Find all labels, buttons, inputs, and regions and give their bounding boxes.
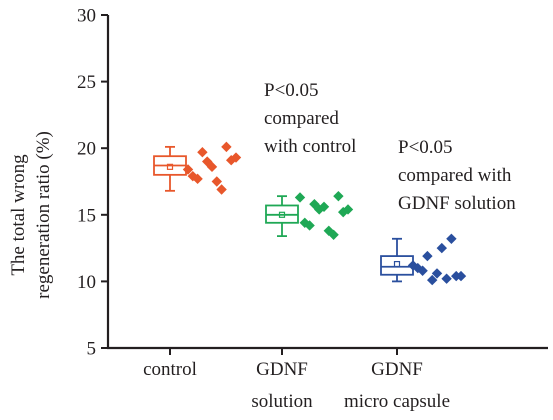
y-axis-label-line: regeneration ratio (%) <box>33 131 54 299</box>
data-point <box>436 242 447 254</box>
data-point <box>455 270 467 282</box>
data-point <box>182 164 194 175</box>
y-axis-label: The total wrong regeneration ratio (%) <box>8 131 54 299</box>
y-tick-label: 25 <box>77 72 96 93</box>
data-point <box>323 225 334 236</box>
data-point <box>230 152 242 163</box>
data-point <box>304 220 315 231</box>
x-category-label: GDNF micro capsule <box>344 359 450 412</box>
significance-annotation: P<0.05 compared with GDNF solution <box>398 137 516 214</box>
data-point <box>197 146 208 158</box>
box-mean-marker <box>166 163 174 170</box>
data-point <box>211 176 222 187</box>
x-category-label-line: control <box>143 359 197 380</box>
y-tick-label: 15 <box>77 205 96 226</box>
y-tick-label: 20 <box>77 139 96 160</box>
x-category-label-line: solution <box>251 391 313 412</box>
box-mean-marker <box>393 260 401 268</box>
y-tick-label: 5 <box>87 339 97 360</box>
significance-annotation-line: compared <box>264 108 339 129</box>
data-point <box>328 229 339 240</box>
y-tick-label: 30 <box>77 6 96 27</box>
x-category-label-line: micro capsule <box>344 391 450 412</box>
data-point <box>206 161 218 173</box>
x-category-label: GDNF solution <box>251 359 313 412</box>
chart-labels: The total wrong regeneration ratio (%) con… <box>8 80 516 412</box>
y-tick-label: 10 <box>77 272 96 293</box>
data-point <box>417 265 428 276</box>
significance-annotation: P<0.05 compared with control <box>264 80 356 157</box>
data-point <box>216 184 227 195</box>
significance-annotation-line: P<0.05 <box>398 137 453 158</box>
data-point <box>192 173 203 185</box>
data-point <box>318 201 330 213</box>
significance-annotation-line: P<0.05 <box>264 80 319 101</box>
data-point <box>441 273 452 284</box>
data-point <box>422 250 433 262</box>
box-mean-marker <box>278 211 286 218</box>
y-axis-label-line: The total wrong <box>8 154 29 276</box>
data-point <box>431 268 443 279</box>
significance-annotation-line: compared with <box>398 165 512 186</box>
x-category-label-line: GDNF <box>256 359 308 380</box>
significance-annotation-line: with control <box>264 136 356 157</box>
data-point <box>221 141 232 153</box>
data-point <box>294 192 306 203</box>
significance-annotation-line: GDNF solution <box>398 193 516 214</box>
data-point <box>342 204 354 215</box>
data-point <box>427 274 438 286</box>
axes: 5 10 15 20 25 30 <box>77 6 548 360</box>
chart-marks <box>153 141 467 286</box>
x-category-label: control <box>143 359 197 380</box>
data-point <box>446 233 457 244</box>
data-point <box>333 190 344 202</box>
x-category-label-line: GDNF <box>371 359 423 380</box>
